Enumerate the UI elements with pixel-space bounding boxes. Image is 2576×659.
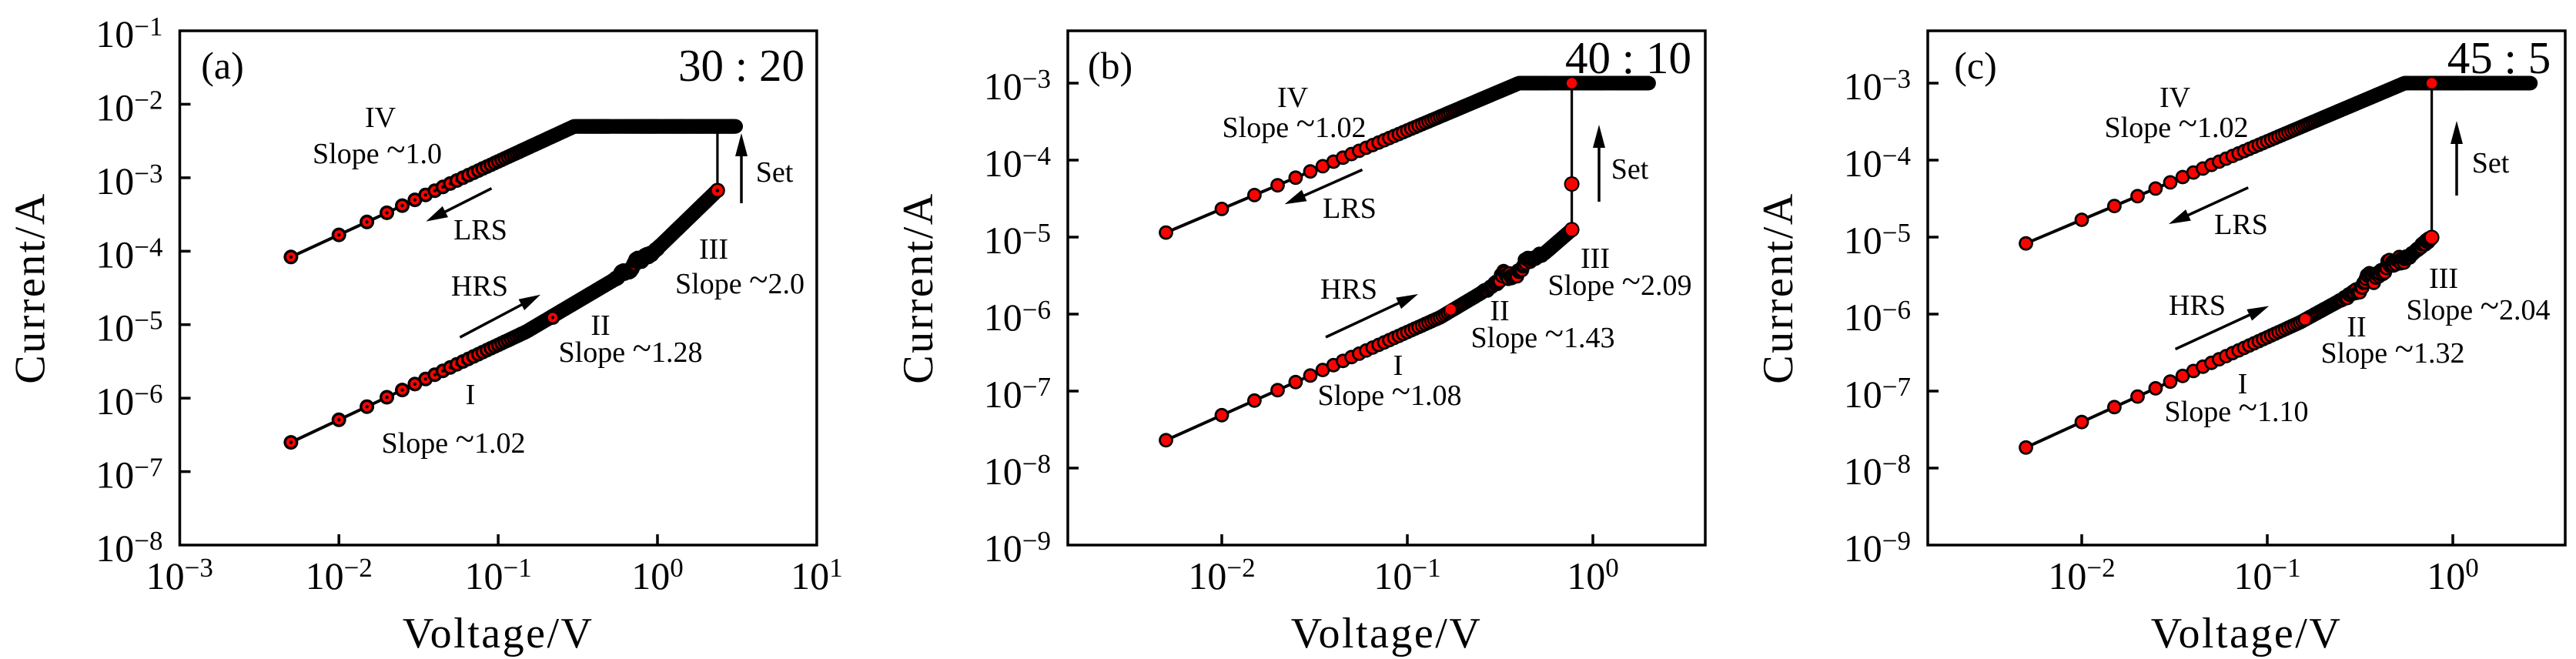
svg-text:I: I	[2238, 368, 2248, 400]
svg-text:100: 100	[631, 553, 684, 597]
svg-text:LRS: LRS	[2214, 209, 2268, 241]
svg-text:Current/A: Current/A	[7, 192, 55, 384]
svg-text:(c): (c)	[1954, 44, 1997, 87]
svg-text:10−1: 10−1	[2233, 553, 2300, 597]
svg-text:II: II	[590, 309, 610, 342]
svg-text:I: I	[1393, 350, 1403, 382]
svg-text:Set: Set	[1611, 153, 1649, 186]
svg-text:IV: IV	[2159, 82, 2191, 114]
svg-text:IV: IV	[1277, 82, 1309, 114]
svg-text:HRS: HRS	[2169, 289, 2226, 322]
svg-text:10−2: 10−2	[306, 553, 373, 597]
svg-text:IV: IV	[365, 102, 396, 134]
svg-text:(a): (a)	[201, 44, 244, 87]
svg-text:10−7: 10−7	[984, 372, 1051, 416]
svg-text:HRS: HRS	[451, 270, 508, 303]
svg-text:10−5: 10−5	[95, 306, 162, 350]
svg-text:40 : 10: 40 : 10	[1565, 32, 1691, 83]
svg-text:Current/A: Current/A	[895, 192, 942, 384]
svg-text:Current/A: Current/A	[1755, 192, 1802, 384]
svg-text:Voltage/V: Voltage/V	[1291, 610, 1483, 657]
svg-text:10−2: 10−2	[2048, 553, 2115, 597]
svg-text:Voltage/V: Voltage/V	[403, 610, 594, 657]
svg-text:II: II	[2347, 311, 2366, 343]
svg-text:(b): (b)	[1088, 44, 1132, 87]
svg-text:III: III	[699, 233, 728, 266]
svg-text:III: III	[1581, 243, 1610, 275]
svg-text:30 : 20: 30 : 20	[678, 40, 805, 91]
svg-text:Set: Set	[2472, 147, 2510, 179]
svg-text:LRS: LRS	[453, 214, 507, 246]
svg-text:III: III	[2429, 263, 2458, 295]
svg-text:45 : 5: 45 : 5	[2447, 32, 2551, 83]
svg-text:10−4: 10−4	[984, 141, 1051, 185]
svg-text:I: I	[466, 379, 476, 411]
svg-text:10−4: 10−4	[95, 232, 162, 276]
svg-text:LRS: LRS	[1323, 192, 1377, 225]
svg-text:Voltage/V: Voltage/V	[2151, 610, 2343, 657]
svg-text:10−8: 10−8	[95, 526, 162, 570]
svg-text:II: II	[1490, 295, 1509, 327]
svg-text:10−6: 10−6	[95, 379, 162, 423]
svg-text:Set: Set	[756, 156, 794, 189]
svg-text:HRS: HRS	[1320, 273, 1377, 306]
